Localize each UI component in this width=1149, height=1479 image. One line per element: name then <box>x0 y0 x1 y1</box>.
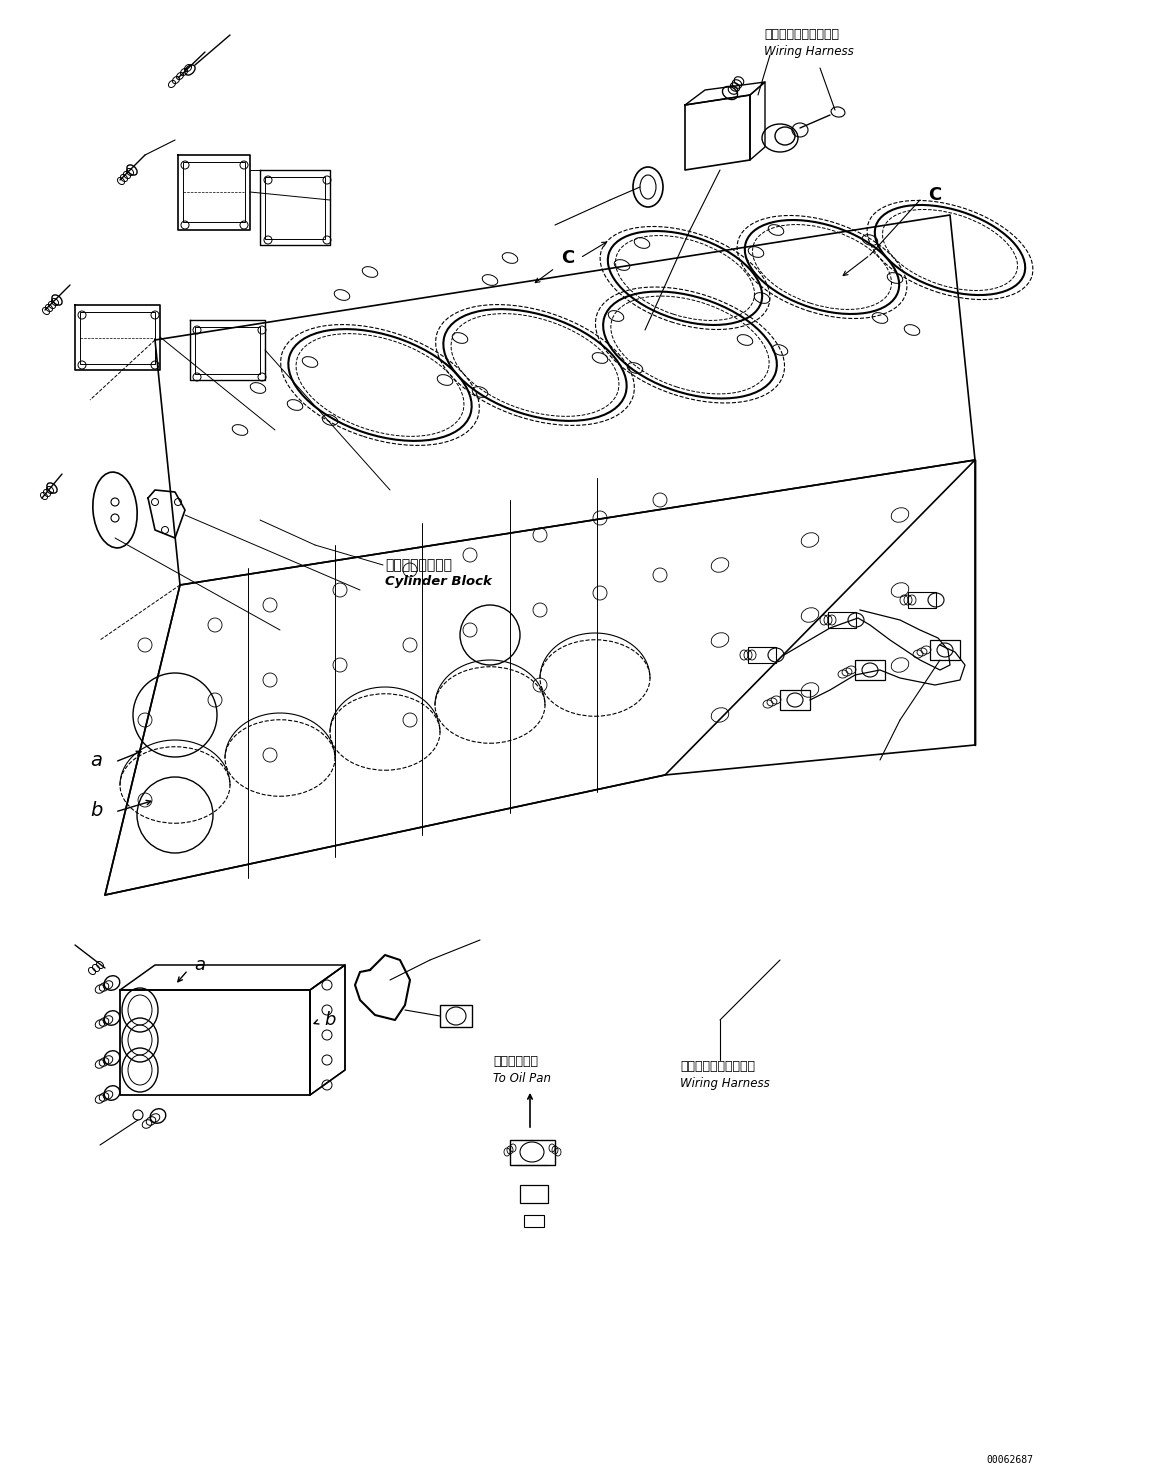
Text: b: b <box>90 800 102 819</box>
Bar <box>183 163 245 222</box>
Bar <box>524 1216 543 1228</box>
Bar <box>930 640 961 660</box>
Text: b: b <box>324 1012 336 1029</box>
Bar <box>195 327 260 374</box>
Bar <box>855 660 885 680</box>
Text: C: C <box>928 186 942 204</box>
Text: C: C <box>562 248 574 268</box>
Text: Wiring Harness: Wiring Harness <box>764 44 854 58</box>
Text: a: a <box>90 750 102 769</box>
Bar <box>780 691 810 710</box>
Bar <box>828 612 856 629</box>
Bar <box>265 177 325 240</box>
Text: ワイヤリングハーネス: ワイヤリングハーネス <box>680 1060 755 1072</box>
Bar <box>510 1140 555 1165</box>
Bar <box>520 1185 548 1202</box>
Text: a: a <box>194 955 206 975</box>
Bar <box>80 312 155 364</box>
Text: 00062687: 00062687 <box>987 1455 1033 1466</box>
Text: To Oil Pan: To Oil Pan <box>493 1072 552 1086</box>
Text: シリンダブロック: シリンダブロック <box>385 558 452 572</box>
Bar <box>748 646 776 663</box>
Text: Cylinder Block: Cylinder Block <box>385 575 492 589</box>
Bar <box>440 1006 472 1026</box>
Text: Wiring Harness: Wiring Harness <box>680 1077 770 1090</box>
Bar <box>908 592 936 608</box>
Text: ワイヤリングハーネス: ワイヤリングハーネス <box>764 28 839 41</box>
Text: オイルパンへ: オイルパンへ <box>493 1055 538 1068</box>
